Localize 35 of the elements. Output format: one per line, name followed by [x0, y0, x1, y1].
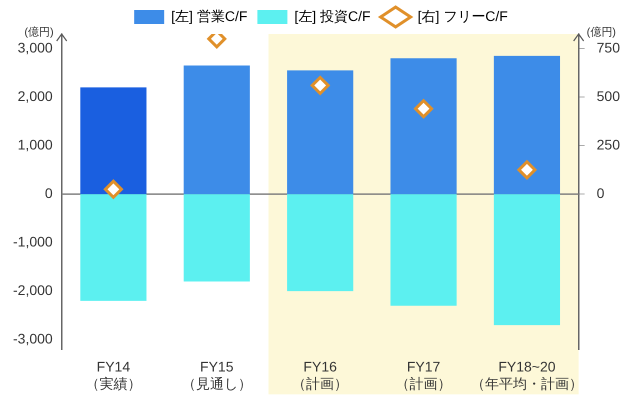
- y-tick-label: -3,000: [12, 330, 53, 347]
- legend-label: [右] フリーC/F: [418, 8, 508, 24]
- x-tick-label: FY16 （計画）: [292, 358, 348, 392]
- y2-tick-label: 500: [596, 88, 620, 104]
- point: [104, 180, 123, 199]
- bar: [390, 194, 457, 306]
- bar: [80, 87, 146, 194]
- y-tick-label: 0: [44, 184, 53, 201]
- y2-tick-label: 0: [596, 184, 605, 201]
- y-tick-label: 1,000: [18, 136, 53, 152]
- bar: [494, 56, 560, 194]
- bar: [184, 194, 250, 282]
- point: [414, 99, 434, 118]
- bar: [287, 70, 354, 194]
- y-axis-title: (億円): [24, 26, 54, 39]
- point: [310, 76, 330, 95]
- legend-label: [左] 投資C/F: [294, 8, 371, 24]
- y2-tick-label: 750: [596, 39, 620, 56]
- bar: [184, 66, 250, 194]
- bar: [390, 58, 457, 194]
- x-tick-label: FY17 （計画）: [396, 358, 452, 392]
- y-tick-label: -1,000: [12, 234, 53, 250]
- y-tick-label: 2,000: [18, 88, 53, 104]
- bar: [494, 194, 560, 326]
- y2-tick-label: 250: [596, 136, 620, 152]
- bar: [80, 194, 146, 301]
- x-tick-label: FY18~20 （年平均・計画）: [470, 358, 583, 392]
- bar: [287, 194, 354, 292]
- x-tick-label: FY15 （見通し）: [182, 358, 252, 392]
- x-tick-label: FY14 （実績）: [85, 358, 142, 392]
- point: [517, 160, 536, 180]
- legend-label: [左] 営業C/F: [171, 8, 248, 24]
- y2-axis-title: (億円): [586, 26, 616, 39]
- y-tick-label: 3,000: [18, 39, 53, 56]
- y-tick-label: -2,000: [12, 282, 53, 298]
